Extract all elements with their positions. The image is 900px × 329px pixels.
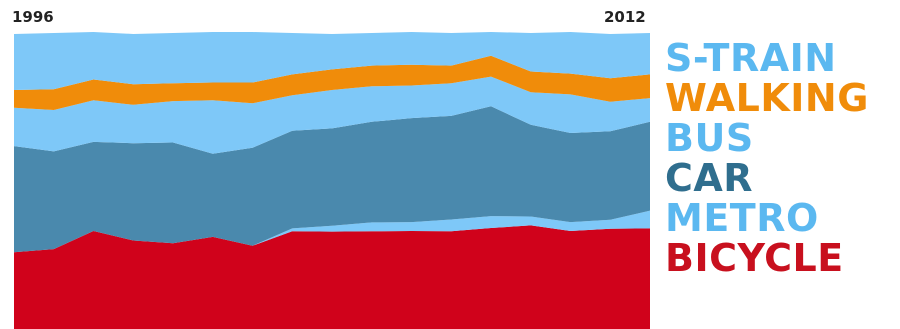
area-bus [14,76,650,154]
x-axis-start-label: 1996 [12,8,54,26]
area-walking [14,55,650,110]
legend-item-walking: WALKING [665,76,869,120]
legend-item-car: CAR [665,156,754,200]
area-car [14,106,650,253]
legend-item-bicycle: BICYCLE [665,236,844,280]
legend-item-metro: METRO [665,196,819,240]
area-bicycle [14,225,650,329]
area-metro [14,210,650,253]
x-axis-end-label: 2012 [604,8,646,26]
area-s-train [14,32,650,90]
legend-item-s-train: S-TRAIN [665,36,837,80]
legend-item-bus: BUS [665,116,754,160]
legend: S-TRAIN WALKING BUS CAR METRO BICYCLE [665,38,869,278]
